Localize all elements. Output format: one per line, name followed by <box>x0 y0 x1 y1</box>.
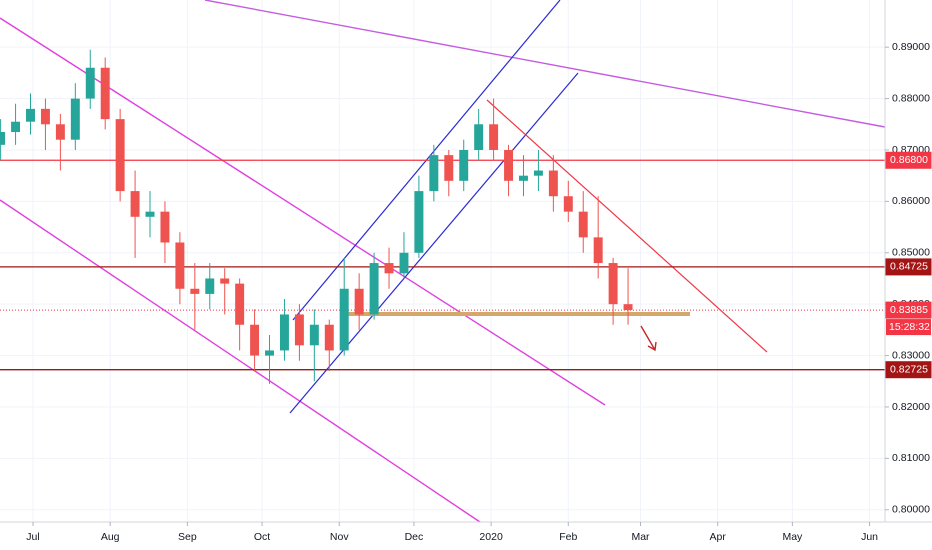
y-tick-label: 0.81000 <box>892 452 930 464</box>
arrow <box>640 325 657 352</box>
candle-body <box>324 324 334 351</box>
candles <box>0 49 633 384</box>
candle-body <box>0 131 6 145</box>
price-label-box <box>885 258 932 276</box>
y-tick-label: 0.89000 <box>892 41 930 53</box>
x-tick-label: 2020 <box>479 531 503 543</box>
candle-body <box>608 263 618 305</box>
price-label-box <box>885 151 932 169</box>
candle-body <box>130 191 140 217</box>
candle-body <box>175 242 185 289</box>
candle-body <box>474 124 484 150</box>
price-label: 0.83885 <box>890 304 928 316</box>
price-label-box <box>885 301 932 319</box>
x-tick-label: Nov <box>330 531 349 543</box>
countdown: 15:28:32 <box>889 321 930 333</box>
candle-body <box>504 149 514 181</box>
candle-body <box>235 283 245 325</box>
price-label: 0.82725 <box>890 363 928 375</box>
y-tick-label: 0.85000 <box>892 247 930 259</box>
x-tick-label: Aug <box>101 531 120 543</box>
candle-body <box>205 278 215 294</box>
candle-body <box>250 324 260 356</box>
y-tick-label: 0.80000 <box>892 504 930 516</box>
x-tick-label: Jul <box>26 531 39 543</box>
grid <box>0 0 885 522</box>
drawings <box>0 0 886 523</box>
candle-body <box>70 98 80 140</box>
candle-body <box>354 288 364 315</box>
channel-line <box>289 72 579 414</box>
candle-body <box>384 263 394 274</box>
x-tick-label: Dec <box>405 531 424 543</box>
candle-body <box>533 170 543 176</box>
y-tick-label: 0.82000 <box>892 401 930 413</box>
countdown-box <box>886 319 931 336</box>
x-tick-label: Mar <box>631 531 650 543</box>
candle-body <box>55 124 65 140</box>
y-tick-label: 0.88000 <box>892 92 930 104</box>
levels <box>0 159 885 371</box>
price-label: 0.86800 <box>890 154 928 166</box>
candle-body <box>414 191 424 253</box>
support-zone <box>340 312 690 316</box>
candle-body <box>115 119 125 192</box>
candle-body <box>265 350 275 356</box>
candle-body <box>100 67 110 120</box>
candle-body <box>11 121 21 132</box>
candle-body <box>489 124 499 150</box>
channel-line <box>0 199 481 523</box>
candle-body <box>40 108 50 125</box>
candle-body <box>518 175 528 181</box>
candle-body <box>369 263 379 315</box>
x-tick-label: May <box>782 531 803 543</box>
candle-body <box>220 278 230 284</box>
price-label: 0.84725 <box>890 261 928 273</box>
candle-body <box>309 324 319 346</box>
candle-body <box>563 196 573 212</box>
candle-body <box>548 170 558 197</box>
candle-body <box>160 211 170 243</box>
candle-body <box>279 314 289 351</box>
candle-body <box>190 288 200 294</box>
x-tick-label: Feb <box>559 531 577 543</box>
candle-body <box>294 314 304 346</box>
candle-body <box>85 67 95 99</box>
candle-body <box>459 149 469 181</box>
trend-line <box>204 0 886 128</box>
x-tick-label: Apr <box>710 531 727 543</box>
candle-body <box>578 211 588 238</box>
candle-body <box>399 252 409 274</box>
y-tick-label: 0.83000 <box>892 349 930 361</box>
x-tick-label: Sep <box>178 531 197 543</box>
candle-body <box>145 211 155 217</box>
candle-body <box>593 237 603 264</box>
x-tick-label: Jun <box>861 531 878 543</box>
candle-body <box>623 304 633 311</box>
x-tick-label: Oct <box>254 531 270 543</box>
candle-body <box>444 155 454 181</box>
price-label-box <box>885 361 932 379</box>
candle-body <box>339 288 349 351</box>
candle-body <box>429 155 439 192</box>
y-tick-label: 0.86000 <box>892 195 930 207</box>
candle-body <box>26 108 35 122</box>
